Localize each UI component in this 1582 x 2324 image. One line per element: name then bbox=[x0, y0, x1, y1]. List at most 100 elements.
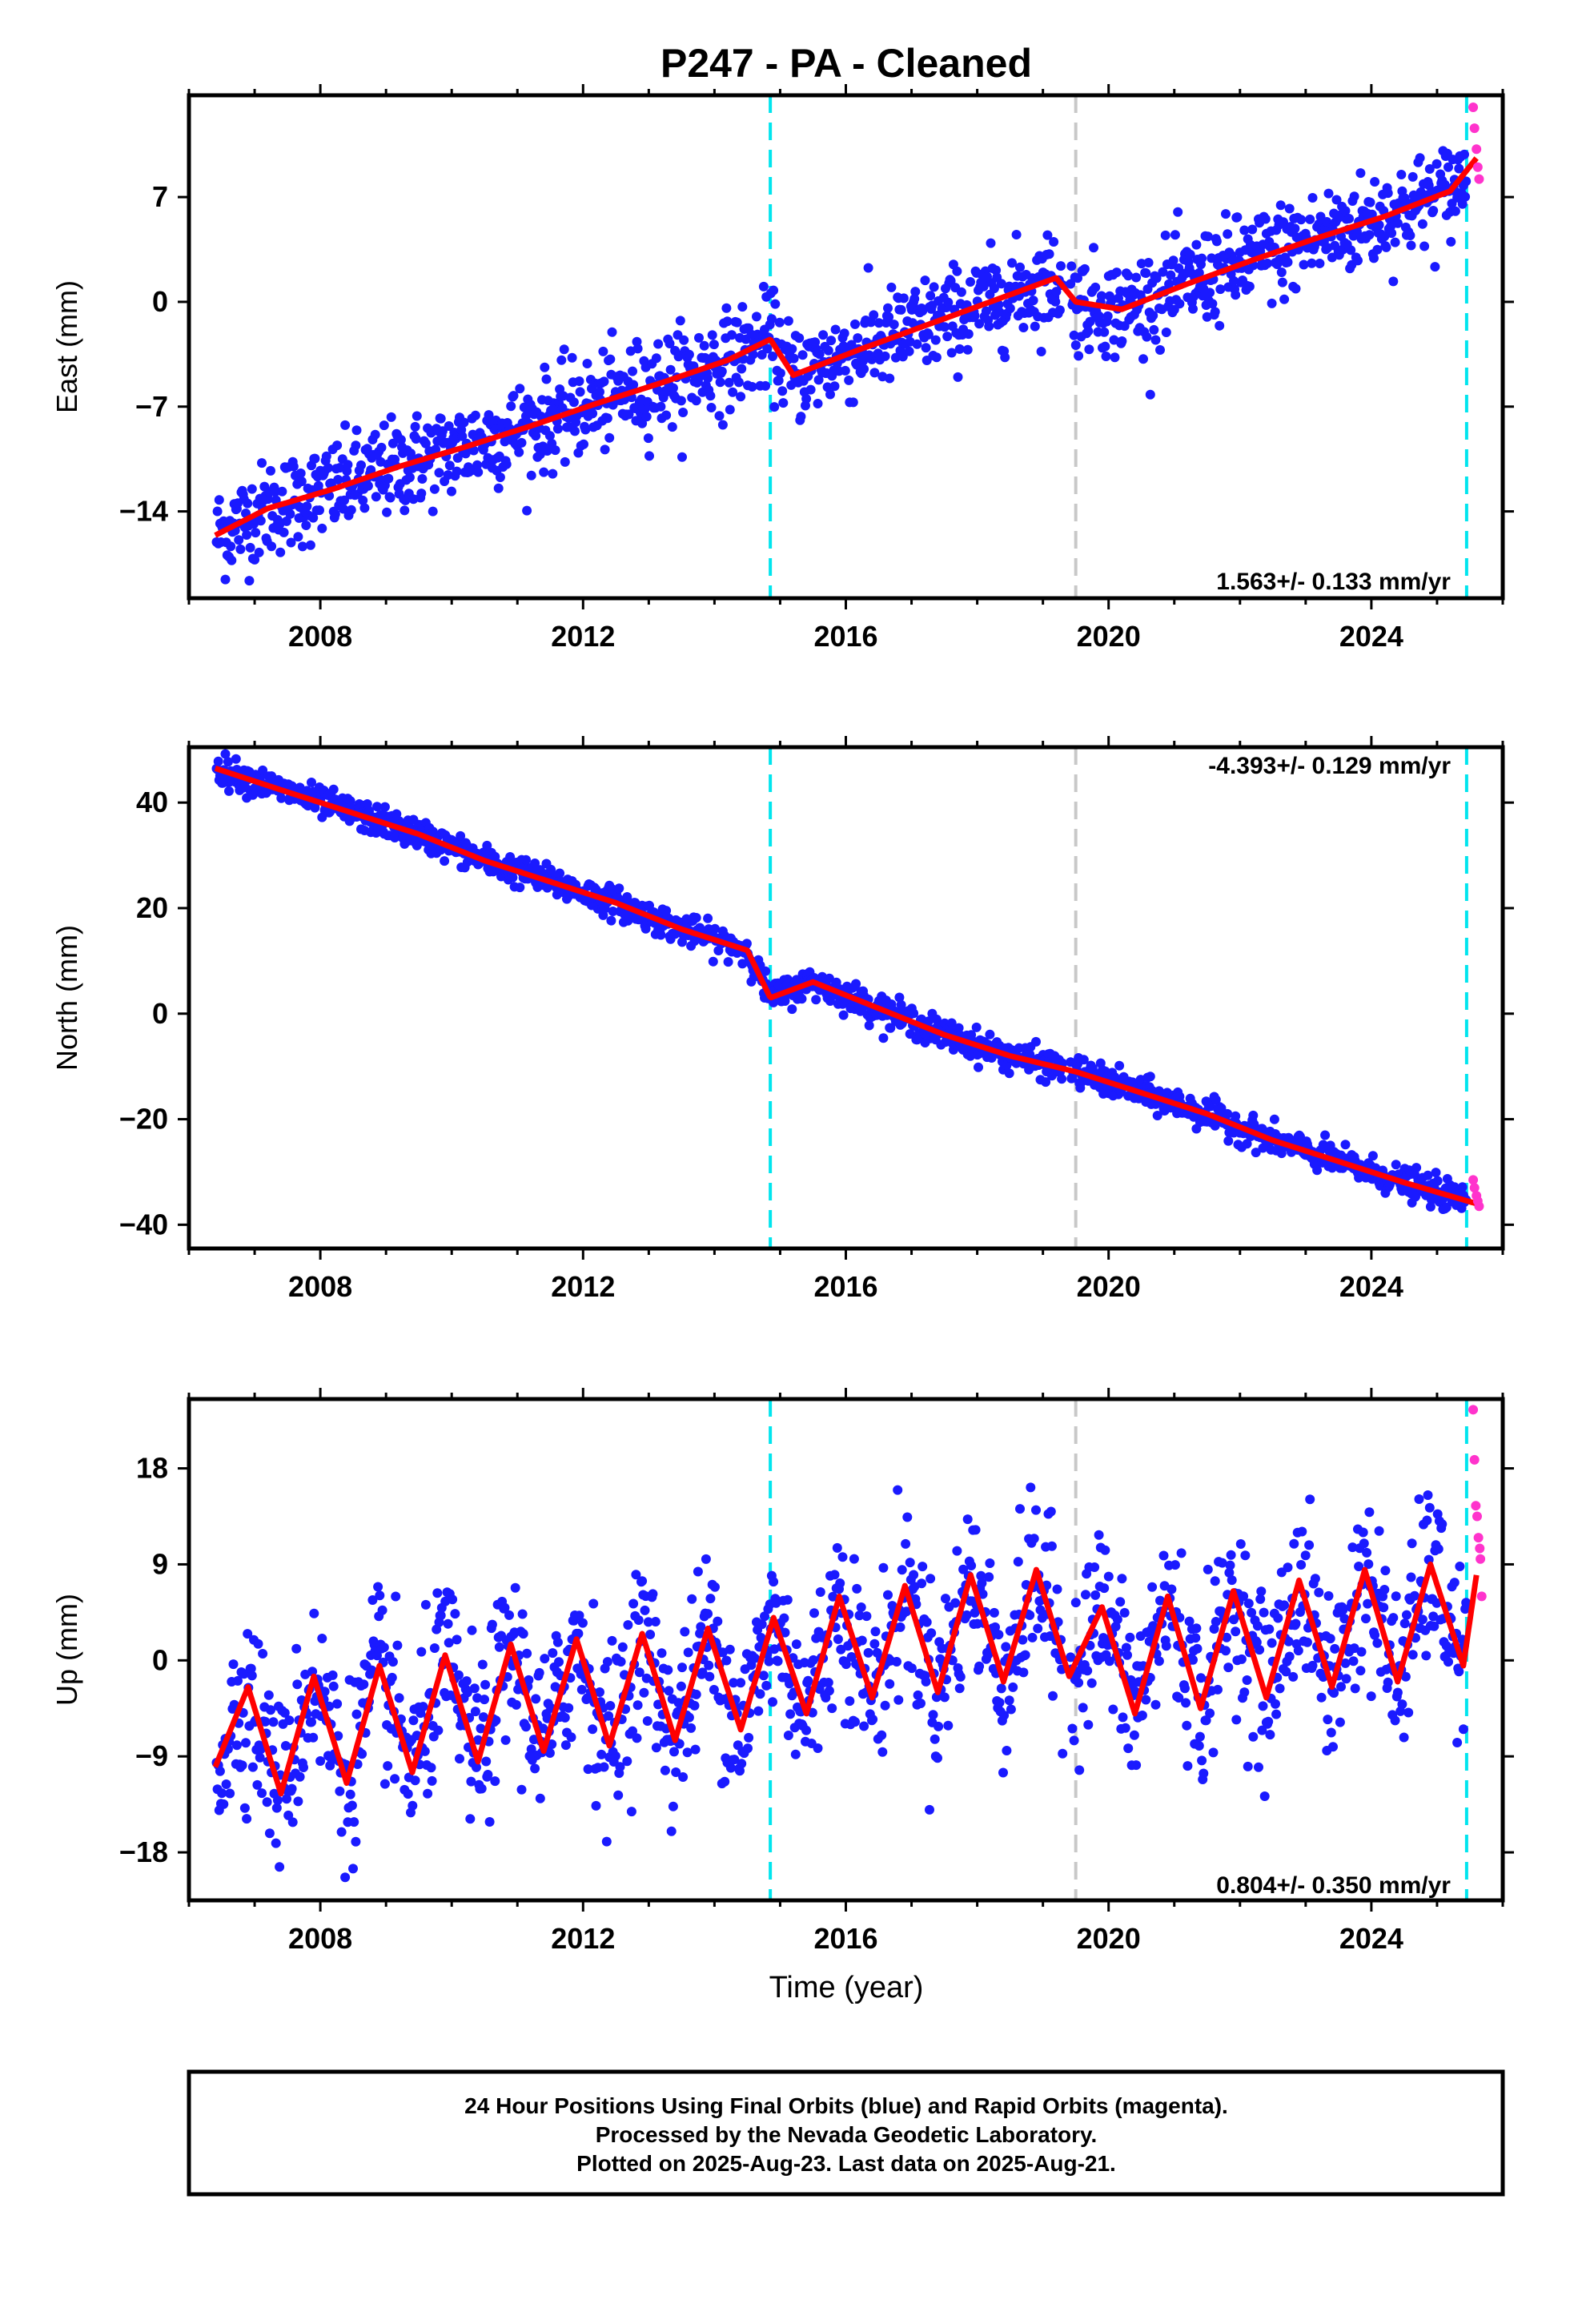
east-point-1007 bbox=[1111, 267, 1122, 278]
up-point-182 bbox=[373, 1582, 383, 1592]
east-point-512 bbox=[665, 364, 676, 375]
up-point-942 bbox=[1046, 1541, 1057, 1551]
up-point-413 bbox=[577, 1618, 588, 1628]
east-point-465 bbox=[624, 409, 634, 420]
up-point-1285 bbox=[1358, 1527, 1368, 1538]
up-point-1198 bbox=[1281, 1667, 1291, 1677]
up-point-1360 bbox=[1424, 1502, 1435, 1513]
up-point-1329 bbox=[1397, 1699, 1407, 1710]
east-point-158 bbox=[351, 425, 362, 436]
east-point-525 bbox=[677, 452, 687, 462]
up-rapid-point-3 bbox=[1472, 1511, 1483, 1522]
up-point-580 bbox=[725, 1763, 736, 1773]
east-point-1182 bbox=[1267, 298, 1277, 308]
east-point-1093 bbox=[1188, 304, 1198, 314]
east-point-97 bbox=[297, 541, 307, 552]
up-point-706 bbox=[837, 1552, 848, 1562]
up-point-835 bbox=[952, 1546, 962, 1556]
east-point-1384 bbox=[1446, 236, 1456, 247]
east-point-404 bbox=[570, 426, 580, 436]
east-point-1020 bbox=[1123, 271, 1134, 281]
up-point-1303 bbox=[1374, 1526, 1384, 1536]
east-point-568 bbox=[715, 377, 725, 388]
east-point-247 bbox=[431, 444, 441, 455]
up-point-1288 bbox=[1361, 1614, 1371, 1624]
up-point-910 bbox=[1018, 1667, 1029, 1678]
east-point-51 bbox=[257, 458, 267, 468]
east-point-1271 bbox=[1346, 245, 1356, 255]
east-point-981 bbox=[1089, 243, 1098, 253]
up-point-306 bbox=[483, 1770, 493, 1779]
up-point-719 bbox=[849, 1554, 859, 1564]
east-point-443 bbox=[604, 432, 615, 443]
up-point-287 bbox=[466, 1776, 476, 1787]
up-point-1131 bbox=[1222, 1632, 1232, 1642]
east-point-294 bbox=[472, 460, 483, 470]
east-point-1043 bbox=[1143, 258, 1154, 267]
up-point-1136 bbox=[1226, 1550, 1236, 1560]
east-point-1051 bbox=[1150, 335, 1161, 345]
up-point-1374 bbox=[1437, 1519, 1447, 1530]
figure-title: P247 - PA - Cleaned bbox=[661, 41, 1032, 86]
up-point-79 bbox=[282, 1794, 291, 1804]
east-point-17 bbox=[227, 555, 237, 565]
up-point-1141 bbox=[1231, 1626, 1241, 1637]
north-ytick-label-3: 20 bbox=[136, 891, 168, 924]
east-point-1068 bbox=[1166, 270, 1176, 280]
east-point-990 bbox=[1096, 291, 1106, 301]
up-point-535 bbox=[686, 1723, 697, 1733]
east-point-218 bbox=[404, 472, 415, 483]
east-point-678 bbox=[813, 399, 823, 408]
up-point-962 bbox=[1071, 1670, 1082, 1680]
east-point-689 bbox=[822, 382, 833, 392]
up-point-91 bbox=[292, 1679, 303, 1690]
up-point-1155 bbox=[1243, 1761, 1253, 1771]
up-point-740 bbox=[868, 1715, 878, 1724]
up-point-1040 bbox=[1141, 1695, 1151, 1705]
east-point-1004 bbox=[1109, 335, 1119, 345]
east-point-355 bbox=[526, 470, 536, 480]
east-point-307 bbox=[484, 410, 494, 420]
east-point-424 bbox=[588, 408, 598, 419]
east-point-1338 bbox=[1405, 231, 1415, 240]
north-point-10 bbox=[220, 749, 231, 759]
north-point-1233 bbox=[1312, 1165, 1323, 1176]
east-point-1090 bbox=[1185, 249, 1195, 259]
up-point-81 bbox=[283, 1810, 294, 1820]
up-point-1018 bbox=[1121, 1642, 1131, 1653]
up-point-337 bbox=[510, 1582, 520, 1593]
up-rate-label: 0.804+/- 0.350 mm/yr bbox=[1216, 1872, 1451, 1899]
east-point-533 bbox=[684, 349, 694, 360]
up-point-924 bbox=[1031, 1505, 1041, 1515]
up-point-1100 bbox=[1194, 1741, 1204, 1751]
east-point-385 bbox=[552, 424, 563, 434]
up-point-821 bbox=[939, 1692, 950, 1703]
up-point-1169 bbox=[1255, 1594, 1266, 1604]
up-point-432 bbox=[595, 1687, 604, 1697]
east-point-772 bbox=[896, 304, 906, 315]
up-point-917 bbox=[1025, 1610, 1035, 1620]
east-point-1265 bbox=[1340, 206, 1351, 216]
up-point-1056 bbox=[1155, 1595, 1165, 1606]
east-point-76 bbox=[279, 527, 289, 537]
east-point-759 bbox=[885, 373, 895, 384]
up-point-1180 bbox=[1265, 1730, 1275, 1740]
up-point-779 bbox=[902, 1512, 913, 1522]
up-rapid-point-5 bbox=[1475, 1543, 1485, 1554]
east-point-246 bbox=[429, 484, 440, 494]
up-point-1364 bbox=[1428, 1611, 1439, 1622]
east-point-1215 bbox=[1296, 215, 1307, 225]
east-point-764 bbox=[889, 320, 899, 330]
east-point-589 bbox=[733, 377, 744, 388]
east-point-167 bbox=[359, 503, 370, 513]
north-point-782 bbox=[905, 1029, 915, 1039]
up-point-273 bbox=[453, 1670, 464, 1680]
north-point-829 bbox=[946, 1018, 957, 1028]
east-point-136 bbox=[332, 440, 343, 451]
east-point-1037 bbox=[1138, 354, 1148, 364]
east-point-638 bbox=[777, 386, 788, 396]
up-point-60 bbox=[264, 1828, 275, 1839]
east-point-119 bbox=[317, 523, 327, 533]
east-point-1397 bbox=[1457, 199, 1468, 209]
